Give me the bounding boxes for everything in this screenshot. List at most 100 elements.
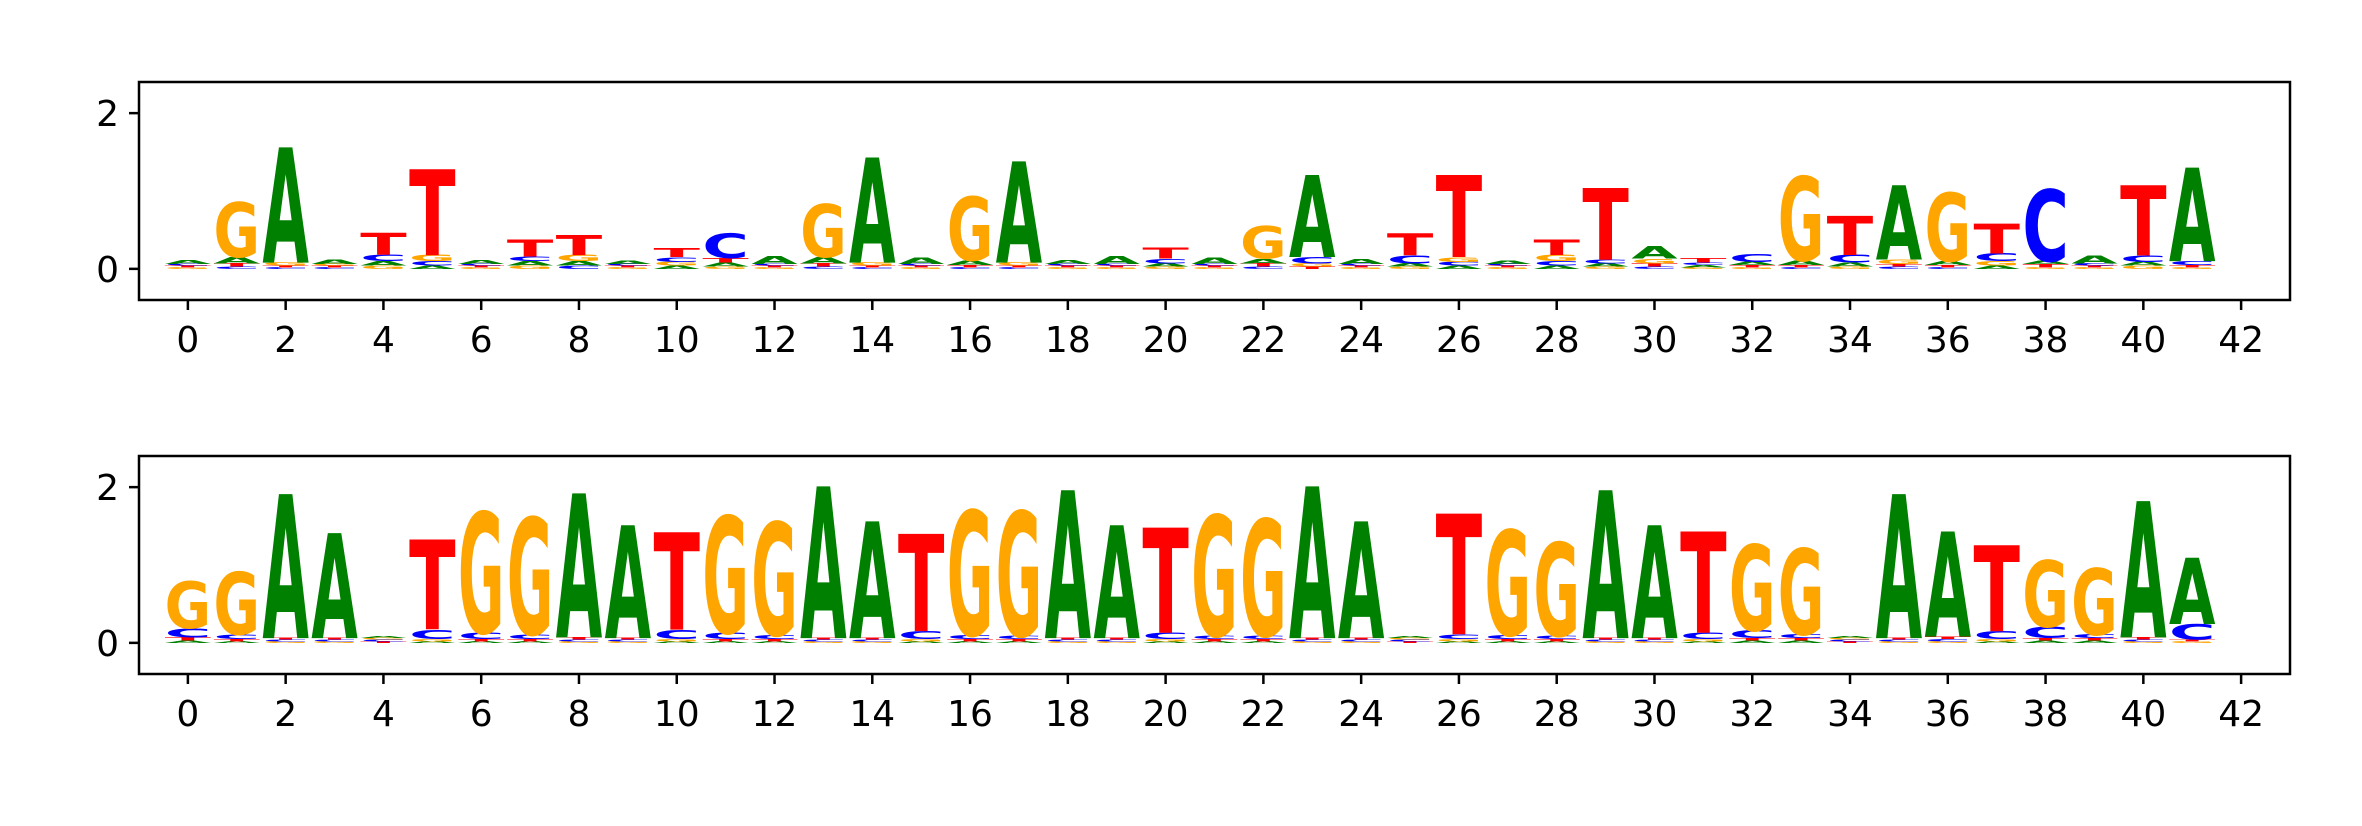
logo-letter-a-pos-31: A	[1680, 264, 1727, 268]
logo-letter-c-pos-30: C	[1631, 639, 1677, 642]
logo-letter-g-pos-20: G	[1142, 638, 1188, 642]
logo-letter-a-pos-16: A	[947, 641, 994, 643]
logo-letter-g-pos-29: G	[1582, 266, 1628, 270]
logo-letter-c-pos-32: C	[1729, 628, 1775, 640]
logo-letter-g-pos-10: G	[654, 638, 700, 642]
logo-letter-t-pos-29: T	[1582, 638, 1629, 640]
x-tick-label: 10	[654, 320, 700, 361]
logo-letter-t-pos-19: T	[1094, 265, 1141, 267]
x-tick-label: 38	[2023, 694, 2069, 735]
logo-letter-t-pos-27: T	[1485, 638, 1532, 642]
logo-letter-c-pos-34: C	[1827, 253, 1873, 265]
logo-letter-t-pos-1: T	[214, 263, 261, 268]
logo-letter-t-pos-35: T	[1876, 638, 1923, 640]
logo-letter-c-pos-33: C	[1778, 267, 1824, 270]
logo-letter-a-pos-6: A	[458, 259, 504, 265]
logo-letter-c-pos-39: C	[2071, 263, 2117, 267]
logo-letter-t-pos-14: T	[849, 265, 896, 267]
logo-letter-g-pos-9: G	[605, 267, 651, 269]
logo-letter-g-pos-18: G	[1045, 641, 1091, 643]
logo-letter-c-pos-22: C	[1240, 635, 1286, 640]
logo-letter-a-pos-36: A	[1925, 260, 1971, 266]
logo-letter-g-pos-0: G	[165, 570, 211, 644]
logo-letter-a-pos-38: A	[2022, 260, 2069, 265]
logo-letter-a-pos-8: A	[556, 455, 602, 685]
logo-letter-a-pos-3: A	[311, 258, 357, 266]
logo-letter-t-pos-34: T	[1827, 206, 1874, 268]
logo-letter-c-pos-19: C	[1094, 264, 1140, 267]
x-tick-label: 26	[1436, 694, 1482, 735]
logo-letter-t-pos-13: T	[800, 638, 847, 640]
logo-letter-g-pos-31: G	[1680, 638, 1726, 642]
logo-letter-c-pos-22: C	[1240, 266, 1286, 270]
logo-letter-c-pos-9: C	[605, 639, 651, 642]
logo-letter-g-pos-32: G	[1729, 267, 1775, 269]
logo-letter-g-pos-23: G	[1289, 641, 1335, 643]
logo-letter-t-pos-9: T	[605, 638, 652, 640]
x-tick-label: 4	[372, 694, 395, 735]
logo-letter-t-pos-39: T	[2071, 638, 2118, 642]
logo-letter-t-pos-6: T	[458, 265, 505, 267]
logo-letter-t-pos-38: T	[2022, 638, 2069, 642]
logo-letter-t-pos-10: T	[654, 506, 700, 661]
logo-letter-t-pos-3: T	[311, 638, 358, 640]
logo-letter-a-pos-40: A	[2120, 261, 2166, 267]
logo-letter-c-pos-24: C	[1338, 639, 1384, 642]
logo-letter-a-pos-1: A	[214, 641, 261, 643]
logo-letter-t-pos-7: T	[507, 235, 554, 262]
logo-letter-a-pos-26: A	[1436, 265, 1483, 270]
logo-letter-g-pos-34: G	[1827, 266, 1873, 270]
logo-letter-a-pos-23: A	[1289, 155, 1336, 285]
logo-letter-g-pos-18: G	[1045, 267, 1091, 269]
x-tick-label: 8	[568, 320, 591, 361]
logo-letter-c-pos-23: C	[1289, 639, 1335, 642]
logo-letter-a-pos-27: A	[1485, 260, 1532, 265]
logo-letter-a-pos-16: A	[947, 259, 993, 267]
logo-letter-c-pos-17: C	[996, 267, 1042, 270]
logo-letter-a-pos-29: A	[1582, 263, 1629, 268]
x-tick-label: 2	[274, 320, 297, 361]
logo-letter-g-pos-39: G	[2071, 267, 2117, 269]
logo-letter-t-pos-8: T	[556, 230, 603, 262]
logo-letter-c-pos-40: C	[2120, 639, 2166, 642]
logo-letter-t-pos-4: T	[360, 228, 407, 263]
logo-letter-a-pos-25: A	[1387, 263, 1434, 268]
logo-letter-g-pos-13: G	[800, 191, 846, 275]
logo-letter-g-pos-3: G	[311, 264, 357, 266]
x-tick-label: 42	[2218, 694, 2264, 735]
logo-letter-c-pos-14: C	[849, 267, 895, 270]
logo-letter-t-pos-33: T	[1778, 638, 1825, 642]
logo-letter-t-pos-7: T	[507, 638, 554, 642]
logo-letter-g-pos-14: G	[849, 641, 895, 643]
logo-letter-a-pos-20: A	[1142, 641, 1189, 643]
logo-letter-t-pos-0: T	[165, 265, 212, 267]
logo-letter-c-pos-12: C	[751, 634, 797, 640]
logo-letter-t-pos-31: T	[1680, 504, 1726, 665]
logo-letter-t-pos-3: T	[311, 265, 358, 267]
logo-letter-t-pos-2: T	[262, 265, 309, 267]
logo-letter-t-pos-31: T	[1680, 257, 1726, 264]
logo-letter-c-pos-14: C	[849, 639, 895, 642]
logo-letter-t-pos-2: T	[262, 638, 309, 640]
logo-letter-a-pos-29: A	[1582, 451, 1629, 687]
logo-letter-a-pos-4: A	[360, 260, 406, 268]
logo-letter-t-pos-13: T	[800, 263, 847, 268]
logo-letter-g-pos-40: G	[2120, 641, 2166, 643]
logo-letter-g-pos-35: G	[1876, 258, 1922, 265]
logo-letter-g-pos-2: G	[262, 641, 308, 643]
logo-letter-c-pos-1: C	[214, 266, 260, 270]
logo-letter-a-pos-38: A	[2022, 640, 2069, 644]
logo-letter-c-pos-0: C	[165, 626, 211, 641]
logo-letter-a-pos-34: A	[1827, 262, 1873, 268]
x-tick-label: 40	[2120, 694, 2166, 735]
logo-letter-t-pos-5: T	[409, 517, 456, 659]
logo-letter-c-pos-25: C	[1387, 254, 1433, 266]
logo-letter-t-pos-25: T	[1387, 641, 1434, 643]
logo-letter-c-pos-35: C	[1876, 639, 1922, 642]
logo-letter-g-pos-41: G	[2169, 641, 2215, 643]
logo-letter-g-pos-2: G	[262, 262, 308, 267]
x-tick-label: 32	[1729, 320, 1775, 361]
